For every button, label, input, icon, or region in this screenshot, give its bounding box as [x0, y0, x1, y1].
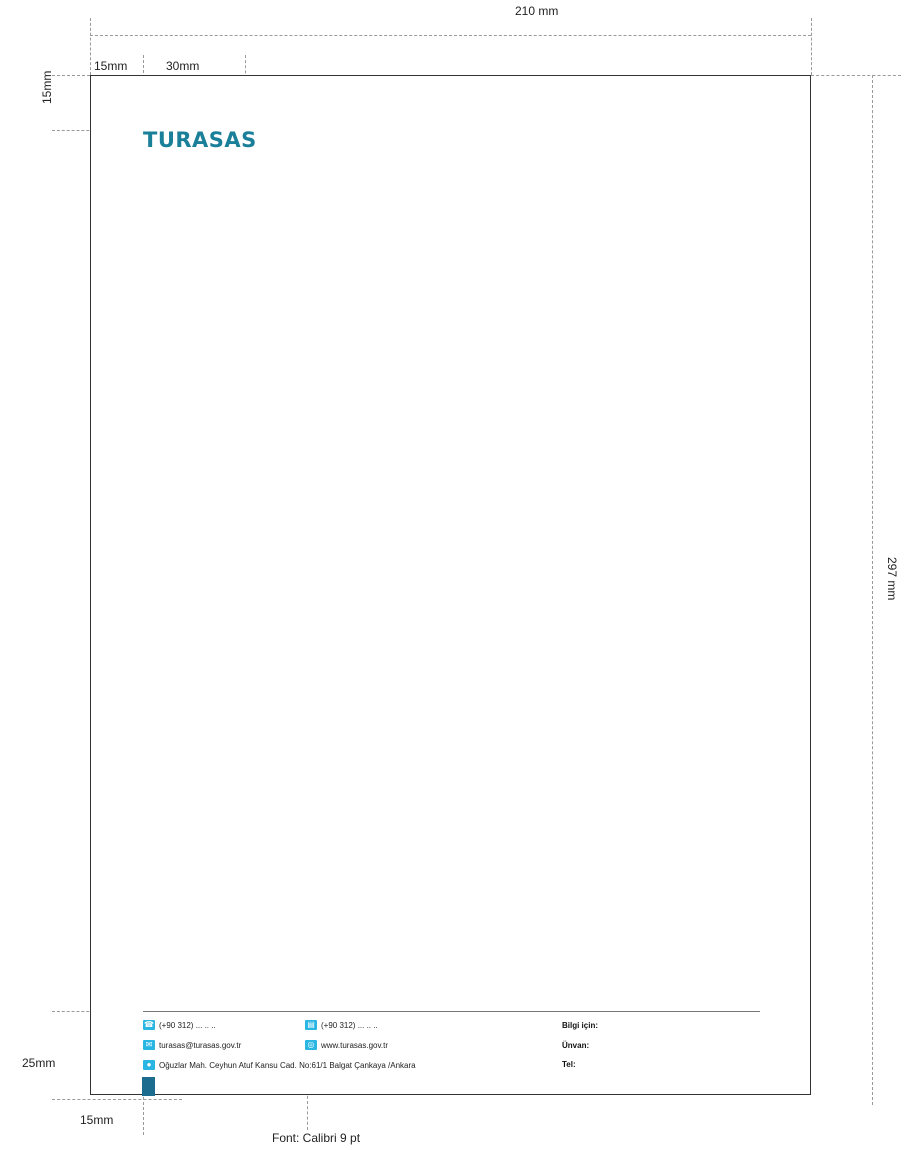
globe-icon: ◎ — [305, 1040, 317, 1050]
guide-height-line — [872, 75, 873, 1105]
top-margin-label: 15mm — [40, 70, 54, 104]
guide-page-bottom — [52, 1099, 182, 1100]
width-label: 210 mm — [515, 4, 559, 18]
font-note: Font: Calibri 9 pt — [272, 1131, 361, 1145]
footer-tab-marker — [142, 1077, 155, 1096]
guide-font-pointer — [307, 1075, 308, 1130]
email-text: turasas@turasas.gov.tr — [159, 1040, 242, 1050]
address-text: Oğuzlar Mah. Ceyhun Atuf Kansu Cad. No:6… — [159, 1060, 416, 1070]
bottom-left-label: 15mm — [80, 1113, 114, 1127]
info-label: Bilgi için: — [562, 1021, 598, 1030]
left-margin-label: 15mm — [94, 59, 128, 73]
footer-height-label: 25mm — [22, 1056, 56, 1070]
footer-divider — [143, 1011, 760, 1012]
footer-fax: ▤ (+90 312) ... .. .. — [305, 1020, 378, 1030]
email-icon: ✉ — [143, 1040, 155, 1050]
footer-phone: ☎ (+90 312) ... .. .. — [143, 1020, 216, 1030]
guide-left-edge-top — [90, 18, 91, 75]
guide-page-top-right — [811, 75, 901, 76]
turasas-logo: TURASAS — [143, 128, 257, 152]
content-offset-label: 30mm — [166, 59, 200, 73]
phone-text: (+90 312) ... .. .. — [159, 1020, 216, 1030]
website-text: www.turasas.gov.tr — [321, 1040, 388, 1050]
fax-text: (+90 312) ... .. .. — [321, 1020, 378, 1030]
title-label: Ünvan: — [562, 1041, 590, 1050]
guide-page-top-left — [52, 75, 90, 76]
fax-icon: ▤ — [305, 1020, 317, 1030]
footer-address: ● Oğuzlar Mah. Ceyhun Atuf Kansu Cad. No… — [143, 1060, 416, 1070]
footer-website: ◎ www.turasas.gov.tr — [305, 1040, 388, 1050]
tel-label: Tel: — [562, 1060, 576, 1069]
guide-right-edge-top — [811, 18, 812, 75]
location-pin-icon: ● — [143, 1060, 155, 1070]
phone-icon: ☎ — [143, 1020, 155, 1030]
letterhead-page — [90, 75, 811, 1095]
height-label: 297 mm — [885, 557, 899, 601]
footer-email: ✉ turasas@turasas.gov.tr — [143, 1040, 241, 1050]
guide-top-width — [90, 35, 811, 36]
